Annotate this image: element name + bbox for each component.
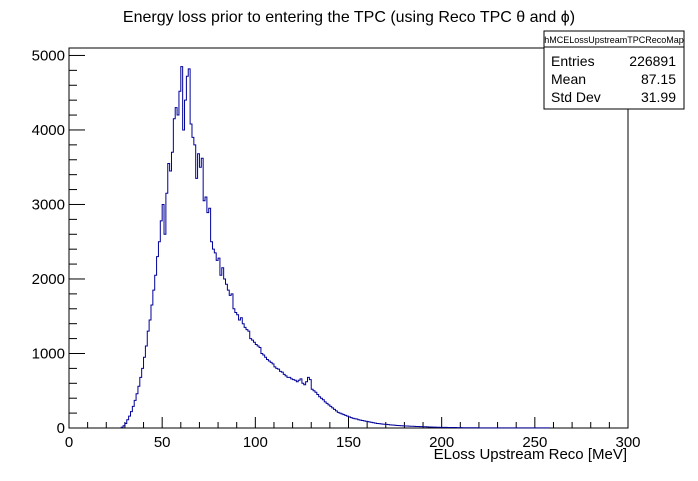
y-tick-label: 0	[57, 420, 65, 437]
x-tick-label: 250	[522, 434, 547, 451]
stats-entries-value: 226891	[629, 53, 676, 69]
stats-box-name: hMCELossUpstreamTPCRecoMap	[544, 35, 684, 45]
x-tick-label: 0	[65, 434, 73, 451]
chart-title: Energy loss prior to entering the TPC (u…	[123, 9, 575, 26]
x-axis: 0 50 100 150 200 250 300	[65, 417, 641, 451]
x-tick-label: 50	[154, 434, 171, 451]
y-tick-label: 4000	[32, 122, 65, 139]
y-axis: 0 1000 2000 3000 4000 5000	[32, 47, 85, 437]
stats-mean-label: Mean	[551, 71, 586, 87]
y-tick-label: 1000	[32, 345, 65, 362]
x-tick-label: 200	[429, 434, 454, 451]
stats-stddev-label: Std Dev	[551, 89, 601, 105]
y-tick-label: 5000	[32, 47, 65, 64]
histogram-line	[120, 66, 551, 429]
y-tick-label: 2000	[32, 271, 65, 288]
y-tick-label: 3000	[32, 196, 65, 213]
stats-stddev-value: 31.99	[641, 89, 676, 105]
stats-mean-value: 87.15	[641, 71, 676, 87]
stats-entries-label: Entries	[551, 53, 595, 69]
x-tick-label: 300	[615, 434, 640, 451]
x-tick-label: 100	[243, 434, 268, 451]
stats-box-frame	[543, 30, 685, 110]
stats-box: hMCELossUpstreamTPCRecoMap Entries 22689…	[543, 30, 685, 110]
x-tick-label: 150	[336, 434, 361, 451]
x-axis-label: ELoss Upstream Reco [MeV]	[434, 446, 627, 463]
